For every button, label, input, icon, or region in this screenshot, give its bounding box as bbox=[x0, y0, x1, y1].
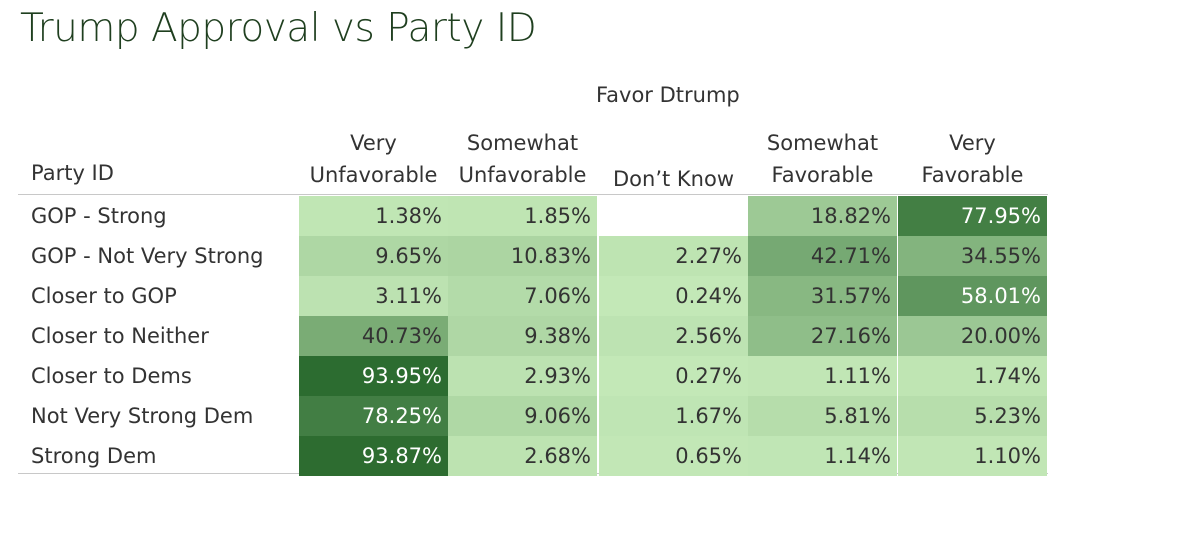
column-header-line2: Favorable bbox=[771, 163, 874, 187]
column-group-label: Favor Dtrump bbox=[596, 83, 740, 107]
column-header: Somewhat Favorable bbox=[748, 127, 897, 191]
heatmap-cell: 78.25% bbox=[299, 396, 448, 436]
column-header-line1: Somewhat bbox=[766, 131, 879, 155]
column-header-line2: Don’t Know bbox=[612, 167, 735, 191]
heatmap-cell: 0.27% bbox=[599, 356, 748, 396]
row-label: GOP - Strong bbox=[31, 204, 167, 228]
heatmap-cell: 9.06% bbox=[448, 396, 597, 436]
heatmap-cell: 93.87% bbox=[299, 436, 448, 476]
heatmap-cell: 27.16% bbox=[748, 316, 897, 356]
heatmap-cell: 0.65% bbox=[599, 436, 748, 476]
heatmap-cell: 9.38% bbox=[448, 316, 597, 356]
heatmap-cell: 9.65% bbox=[299, 236, 448, 276]
column-header-line2: Favorable bbox=[921, 163, 1024, 187]
heatmap-cell: 20.00% bbox=[898, 316, 1047, 356]
heatmap-cell: 3.11% bbox=[299, 276, 448, 316]
row-label: GOP - Not Very Strong bbox=[31, 244, 264, 268]
row-axis-label: Party ID bbox=[31, 161, 114, 185]
heatmap-cell: 2.93% bbox=[448, 356, 597, 396]
heatmap-cell: 34.55% bbox=[898, 236, 1047, 276]
heatmap-cell: 1.10% bbox=[898, 436, 1047, 476]
column-header: Somewhat Unfavorable bbox=[448, 127, 597, 191]
heatmap-cell: 31.57% bbox=[748, 276, 897, 316]
chart-title: Trump Approval vs Party ID bbox=[20, 6, 537, 51]
heatmap-cell: 2.27% bbox=[599, 236, 748, 276]
column-header: Don’t Know bbox=[599, 127, 748, 195]
heatmap-cell: 93.95% bbox=[299, 356, 448, 396]
heatmap-cell: 2.56% bbox=[599, 316, 748, 356]
column-header-line2: Unfavorable bbox=[309, 163, 438, 187]
heatmap-cell: 42.71% bbox=[748, 236, 897, 276]
heatmap-cell: 10.83% bbox=[448, 236, 597, 276]
heatmap-cell: 7.06% bbox=[448, 276, 597, 316]
column-header-line1 bbox=[599, 127, 748, 159]
column-header-line1: Very bbox=[949, 131, 996, 155]
heatmap-cell: 1.67% bbox=[599, 396, 748, 436]
heatmap-cell: 5.23% bbox=[898, 396, 1047, 436]
heatmap-cell: 5.81% bbox=[748, 396, 897, 436]
row-label: Closer to Dems bbox=[31, 364, 192, 388]
row-label: Closer to GOP bbox=[31, 284, 177, 308]
heatmap-cell: 1.74% bbox=[898, 356, 1047, 396]
row-label: Not Very Strong Dem bbox=[31, 404, 254, 428]
column-header-line1: Very bbox=[350, 131, 397, 155]
column-header: Very Unfavorable bbox=[299, 127, 448, 191]
heatmap-cell: 1.11% bbox=[748, 356, 897, 396]
heatmap-cell: 77.95% bbox=[898, 196, 1047, 236]
heatmap-cell: 18.82% bbox=[748, 196, 897, 236]
column-header-line2: Unfavorable bbox=[458, 163, 587, 187]
row-label: Strong Dem bbox=[31, 444, 157, 468]
heatmap-cell: 0.24% bbox=[599, 276, 748, 316]
column-header: Very Favorable bbox=[898, 127, 1047, 191]
heatmap-cell: 2.68% bbox=[448, 436, 597, 476]
heatmap-cell: 58.01% bbox=[898, 276, 1047, 316]
heatmap-cell: 40.73% bbox=[299, 316, 448, 356]
row-label: Closer to Neither bbox=[31, 324, 209, 348]
heatmap-cell: 1.85% bbox=[448, 196, 597, 236]
heatmap-cell: 1.38% bbox=[299, 196, 448, 236]
column-header-line1: Somewhat bbox=[466, 131, 579, 155]
heatmap-cell: 1.14% bbox=[748, 436, 897, 476]
header-divider bbox=[18, 194, 1048, 195]
heatmap-cell bbox=[599, 196, 748, 236]
